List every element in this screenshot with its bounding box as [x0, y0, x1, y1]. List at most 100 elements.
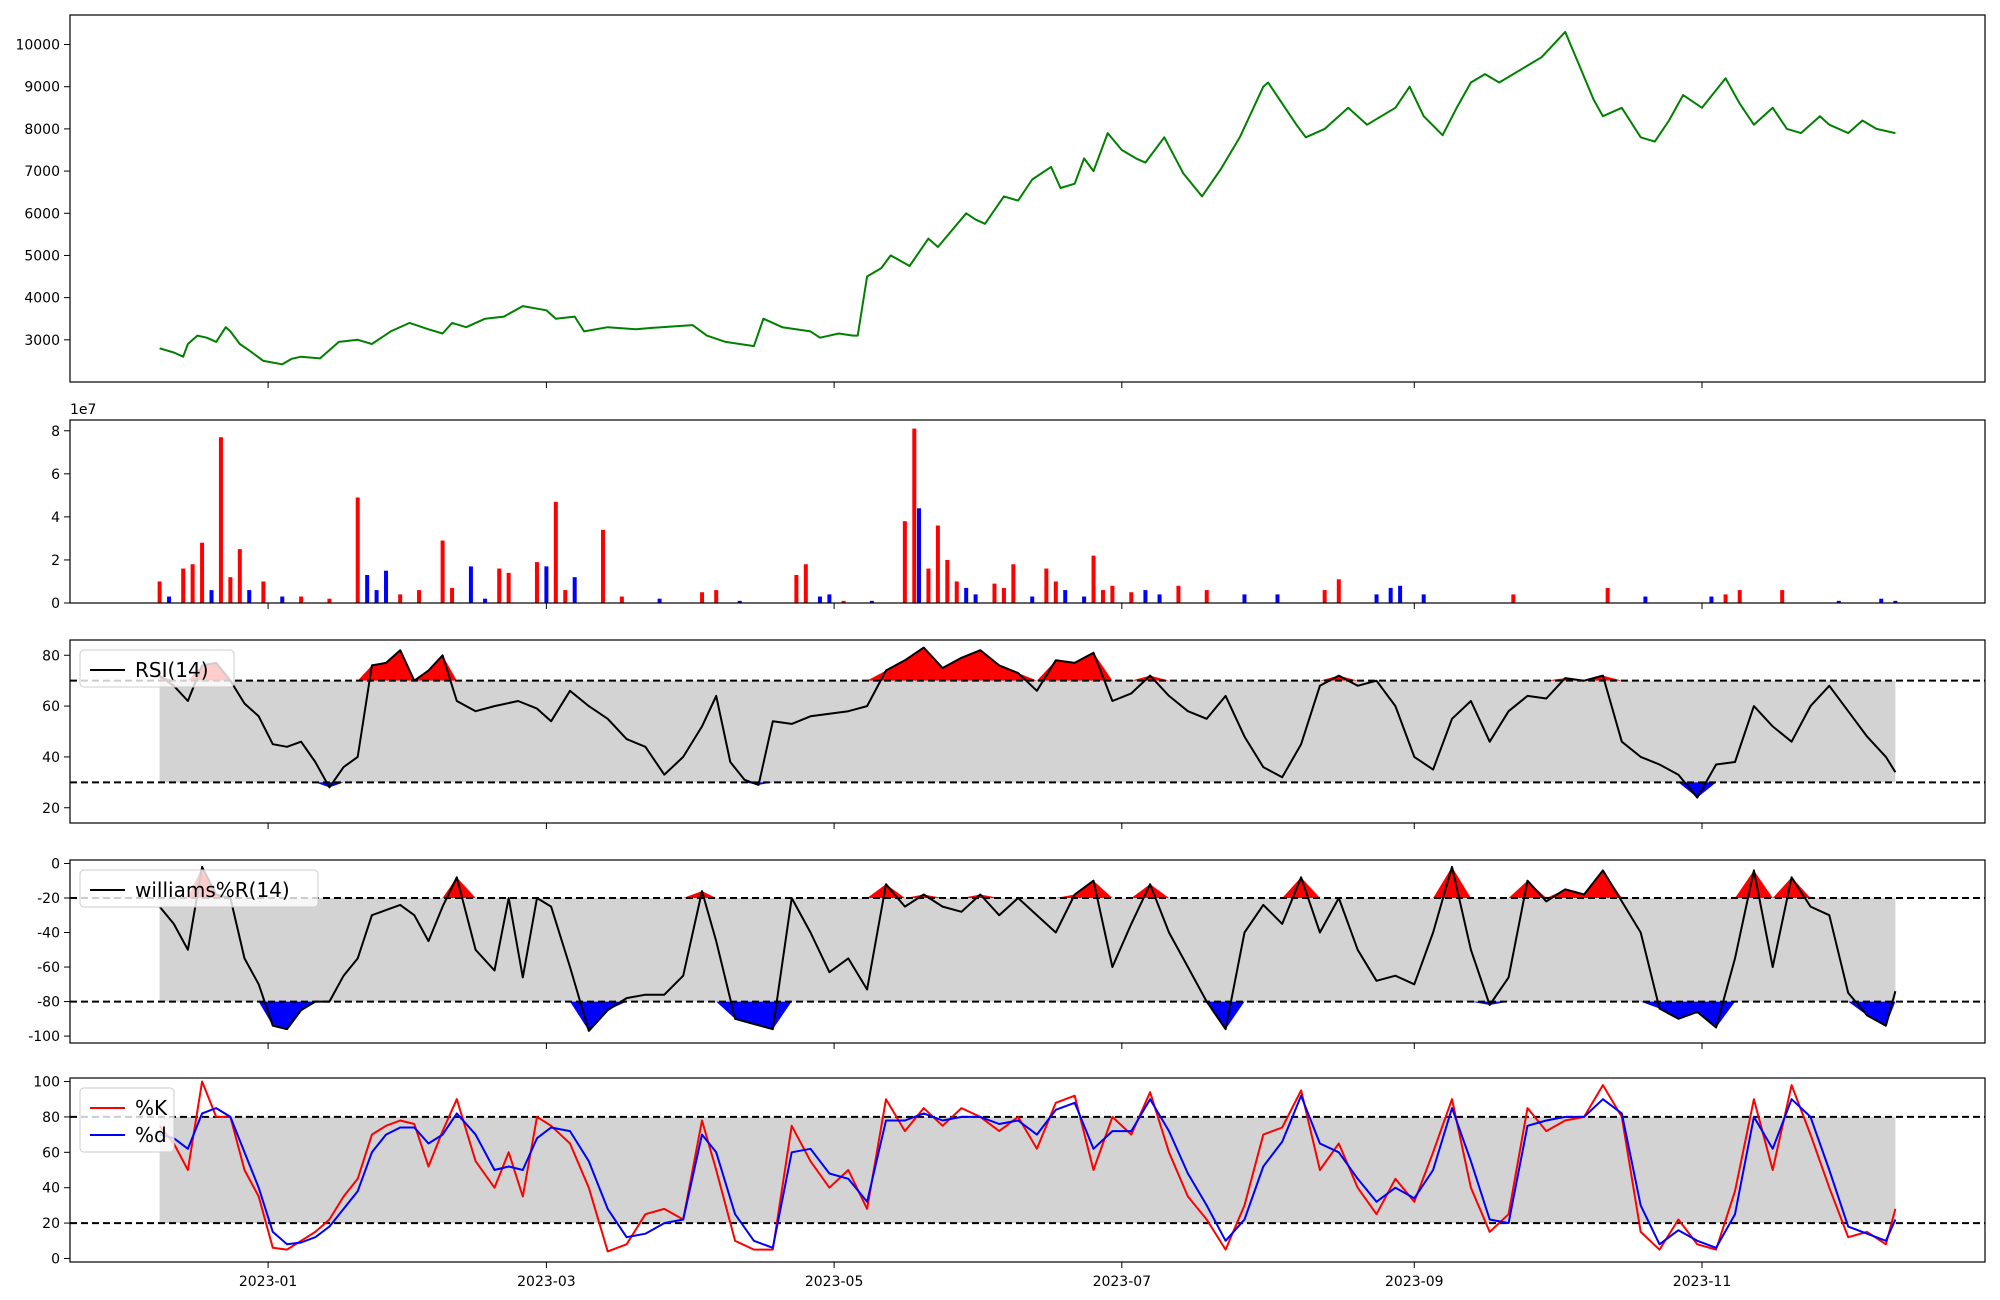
- volume-bar: [190, 564, 195, 603]
- volume-bar: [261, 581, 266, 603]
- volume-bar: [1737, 590, 1742, 603]
- volume-bar: [657, 598, 662, 603]
- williams-y-tick-label: -20: [37, 891, 60, 907]
- stochastic-y-tick-label: 40: [42, 1181, 60, 1197]
- volume-bar: [1063, 590, 1068, 603]
- williams-series-line-1: [158, 865, 1897, 1032]
- volume-bar: [417, 590, 422, 603]
- stochastic-y-tick-label: 80: [42, 1110, 60, 1126]
- volume-bar: [1044, 568, 1049, 603]
- volume-bar: [506, 572, 511, 603]
- volume-bar: [1643, 596, 1648, 603]
- price-y-tick-label: 4000: [24, 291, 60, 307]
- panels: 300040005000600070008000900010000024681e…: [15, 14, 1986, 1290]
- rsi-oversold-fill: [159, 782, 1896, 798]
- williams-y-tick-label: -60: [37, 960, 60, 976]
- price-y-tick-label: 3000: [24, 333, 60, 349]
- volume-bar: [700, 592, 705, 603]
- volume-bar: [917, 508, 922, 603]
- volume-bar: [398, 594, 403, 603]
- volume-bar: [964, 587, 969, 603]
- volume-bar: [534, 562, 539, 603]
- volume-bar: [1879, 598, 1884, 603]
- volume-bar: [817, 596, 822, 603]
- rsi-y-tick-label: 20: [42, 801, 60, 817]
- volume-bar: [181, 568, 186, 603]
- williams-legend-label: williams%R(14): [135, 878, 290, 902]
- volume-bar: [237, 549, 242, 603]
- volume-bar: [1388, 587, 1393, 603]
- volume-bar: [1605, 587, 1610, 603]
- volume-bar: [992, 583, 997, 603]
- rsi-threshold-band: [159, 680, 1896, 783]
- price-y-tick-label: 6000: [24, 206, 60, 222]
- volume-bar: [200, 542, 205, 603]
- rsi-legend-label: RSI(14): [135, 658, 209, 682]
- x-tick-label: 2023-05: [805, 1274, 864, 1290]
- stochastic-panel: 0 20 40 60 80 100 2023-01 2023-03 2023-05 2023-07…: [33, 1075, 1986, 1290]
- volume-y-tick-label: 0: [51, 596, 60, 612]
- stochastic-legend-label: %d: [135, 1123, 167, 1147]
- volume-bar: [1030, 596, 1035, 603]
- volume-bar: [167, 596, 172, 603]
- volume-bar: [926, 568, 931, 603]
- williams-overbought-fill: [159, 866, 1896, 898]
- volume-bar: [1001, 587, 1006, 603]
- volume-bar: [1511, 594, 1516, 603]
- volume-bar: [450, 587, 455, 603]
- volume-bar: [714, 590, 719, 603]
- stochastic-axes-frame: [69, 1077, 1986, 1263]
- stochastic-series-line-2: [159, 1094, 1897, 1249]
- volume-bar: [945, 559, 950, 603]
- volume-plot-area: [157, 428, 1898, 603]
- volume-bar: [299, 596, 304, 603]
- volume-bar: [365, 575, 370, 603]
- volume-bar: [1129, 592, 1134, 603]
- volume-bar: [737, 600, 742, 603]
- volume-bar: [1011, 564, 1016, 603]
- volume-bar: [440, 540, 445, 603]
- volume-bar: [1157, 594, 1162, 603]
- price-y-tick-label: 7000: [24, 164, 60, 180]
- volume-panel: 0 2 4 6 8 1e7: [51, 402, 1986, 612]
- x-tick-label: 2023-11: [1673, 1274, 1732, 1290]
- volume-bar: [157, 581, 162, 603]
- volume-bar: [1143, 590, 1148, 603]
- volume-bar: [841, 600, 846, 603]
- volume-y-tick-label: 4: [51, 510, 60, 526]
- volume-bar: [1100, 590, 1105, 603]
- rsi-panel: 20 40 60 80 RSI(14): [42, 639, 1986, 829]
- williams-panel: -100 -80 -60 -40 -20 0 williams%R(14): [28, 856, 1986, 1049]
- volume-bar: [954, 581, 959, 603]
- volume-bar: [869, 600, 874, 603]
- volume-bar: [483, 598, 488, 603]
- volume-bar: [1275, 594, 1280, 603]
- volume-bar: [912, 428, 917, 603]
- stochastic-y-tick-label: 0: [51, 1251, 60, 1267]
- x-tick-label: 2023-09: [1385, 1274, 1444, 1290]
- price-y-tick-label: 9000: [24, 80, 60, 96]
- volume-bar: [600, 529, 605, 603]
- x-tick-label: 2023-07: [1093, 1274, 1152, 1290]
- volume-axes-frame: [69, 419, 1986, 604]
- volume-y-tick-label: 8: [51, 424, 60, 440]
- stochastic-y-tick-label: 60: [42, 1145, 60, 1161]
- price-y-tick-label: 5000: [24, 248, 60, 264]
- rsi-y-tick-label: 60: [42, 699, 60, 715]
- volume-bar: [827, 594, 832, 603]
- volume-bar: [973, 594, 978, 603]
- volume-bar: [1421, 594, 1426, 603]
- volume-bar: [1110, 585, 1115, 603]
- williams-y-tick-label: -40: [37, 926, 60, 942]
- volume-bar: [935, 525, 940, 603]
- volume-bar: [1780, 590, 1785, 603]
- volume-bar: [228, 577, 233, 603]
- price-plot-area: [159, 30, 1896, 366]
- volume-bar: [572, 577, 577, 603]
- volume-bar: [902, 521, 907, 603]
- volume-bar: [1091, 555, 1096, 603]
- x-tick-label: 2023-01: [239, 1274, 298, 1290]
- rsi-series-line-1: [159, 646, 1897, 799]
- volume-bar: [374, 590, 379, 603]
